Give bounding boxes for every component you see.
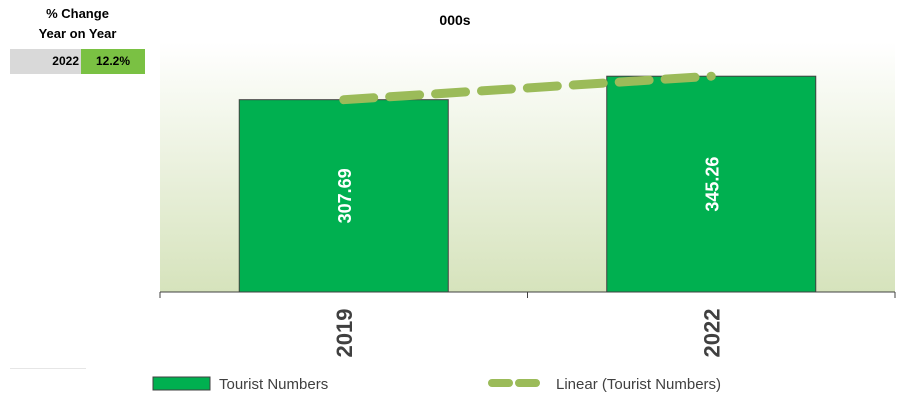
legend-trend-label: Linear (Tourist Numbers): [556, 376, 721, 393]
yoy-title-line2: Year on Year: [38, 26, 117, 41]
bar-2022: [606, 75, 817, 293]
legend-bar-label: Tourist Numbers: [219, 376, 328, 393]
data-label-2022: 345.26: [702, 157, 722, 212]
yoy-title-line1: % Change: [46, 6, 109, 21]
divider: [10, 368, 86, 369]
x-tick-label-2019: 2019: [332, 309, 357, 358]
trendline-layer: [339, 71, 716, 105]
legend-bar-swatch: [152, 376, 211, 391]
x-tick-label-2022: 2022: [699, 309, 724, 358]
data-label-2019: 307.69: [335, 168, 355, 223]
legend: Tourist Numbers Linear (Tourist Numbers): [152, 376, 721, 393]
yoy-row: 2022 12.2%: [10, 49, 145, 74]
bars-layer: 307.69 345.26: [238, 75, 817, 293]
bar-2019: [238, 99, 449, 293]
chart-title: 000s: [439, 12, 470, 28]
x-axis: 2019 2022: [159, 291, 896, 358]
trendline: [339, 71, 716, 105]
yoy-value-cell: 12.2%: [81, 49, 145, 74]
yoy-year-cell: 2022: [10, 49, 81, 74]
